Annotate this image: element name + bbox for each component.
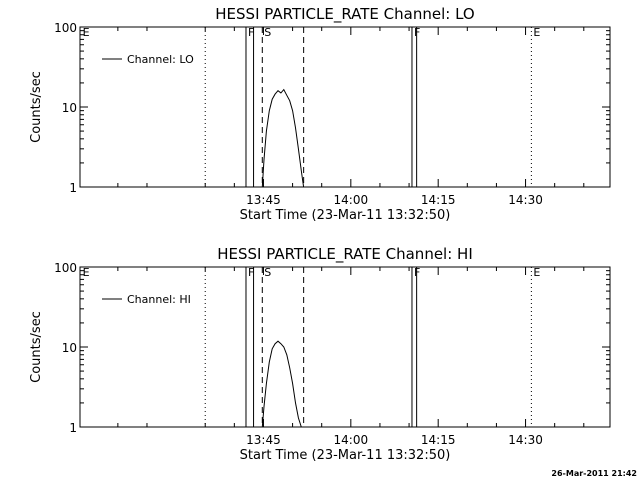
y-tick-label: 100 <box>54 21 77 35</box>
chart-panel-lo: HESSI PARTICLE_RATE Channel: LO 13:45 14:0… <box>29 5 611 223</box>
legend-label: Channel: HI <box>127 293 191 306</box>
chart-title: HESSI PARTICLE_RATE Channel: HI <box>217 245 473 264</box>
y-tick-label: 1 <box>69 181 77 195</box>
y-axis-label: Counts/sec <box>29 71 44 143</box>
x-tick-label: 14:00 <box>334 193 369 207</box>
x-tick-label: 13:45 <box>246 193 281 207</box>
x-tick-label: 14:30 <box>508 433 543 447</box>
flag-label: F <box>248 266 254 279</box>
x-axis-label: Start Time (23-Mar-11 13:32:50) <box>240 208 451 223</box>
y-tick-label: 10 <box>62 101 77 115</box>
series-line <box>261 340 302 428</box>
x-tick-label: 14:15 <box>421 433 456 447</box>
series-line <box>261 88 305 188</box>
y-axis-label: Counts/sec <box>29 311 44 383</box>
flag-label: F <box>414 266 420 279</box>
x-tick-label: 13:45 <box>246 433 281 447</box>
legend-label: Channel: LO <box>127 53 194 66</box>
flag-label: F <box>248 26 254 39</box>
x-tick-label: 14:30 <box>508 193 543 207</box>
timestamp-label: 26-Mar-2011 21:42 <box>551 469 637 478</box>
y-tick-label: 1 <box>69 421 77 435</box>
flag-label: E <box>83 26 90 39</box>
flag-label: S <box>264 26 271 39</box>
chart-title: HESSI PARTICLE_RATE Channel: LO <box>215 5 474 24</box>
x-tick-label: 14:15 <box>421 193 456 207</box>
flag-label: F <box>414 26 420 39</box>
x-tick-label: 14:00 <box>334 433 369 447</box>
flag-label: E <box>533 26 540 39</box>
y-tick-label: 100 <box>54 261 77 275</box>
plot-frame <box>79 26 611 188</box>
y-tick-label: 10 <box>62 341 77 355</box>
x-axis-label: Start Time (23-Mar-11 13:32:50) <box>240 448 451 463</box>
flag-label: S <box>264 266 271 279</box>
plot-frame <box>79 266 611 428</box>
chart-panel-hi: HESSI PARTICLE_RATE Channel: HI 13:45 14:0… <box>29 245 611 463</box>
flag-label: E <box>533 266 540 279</box>
flag-label: E <box>83 266 90 279</box>
